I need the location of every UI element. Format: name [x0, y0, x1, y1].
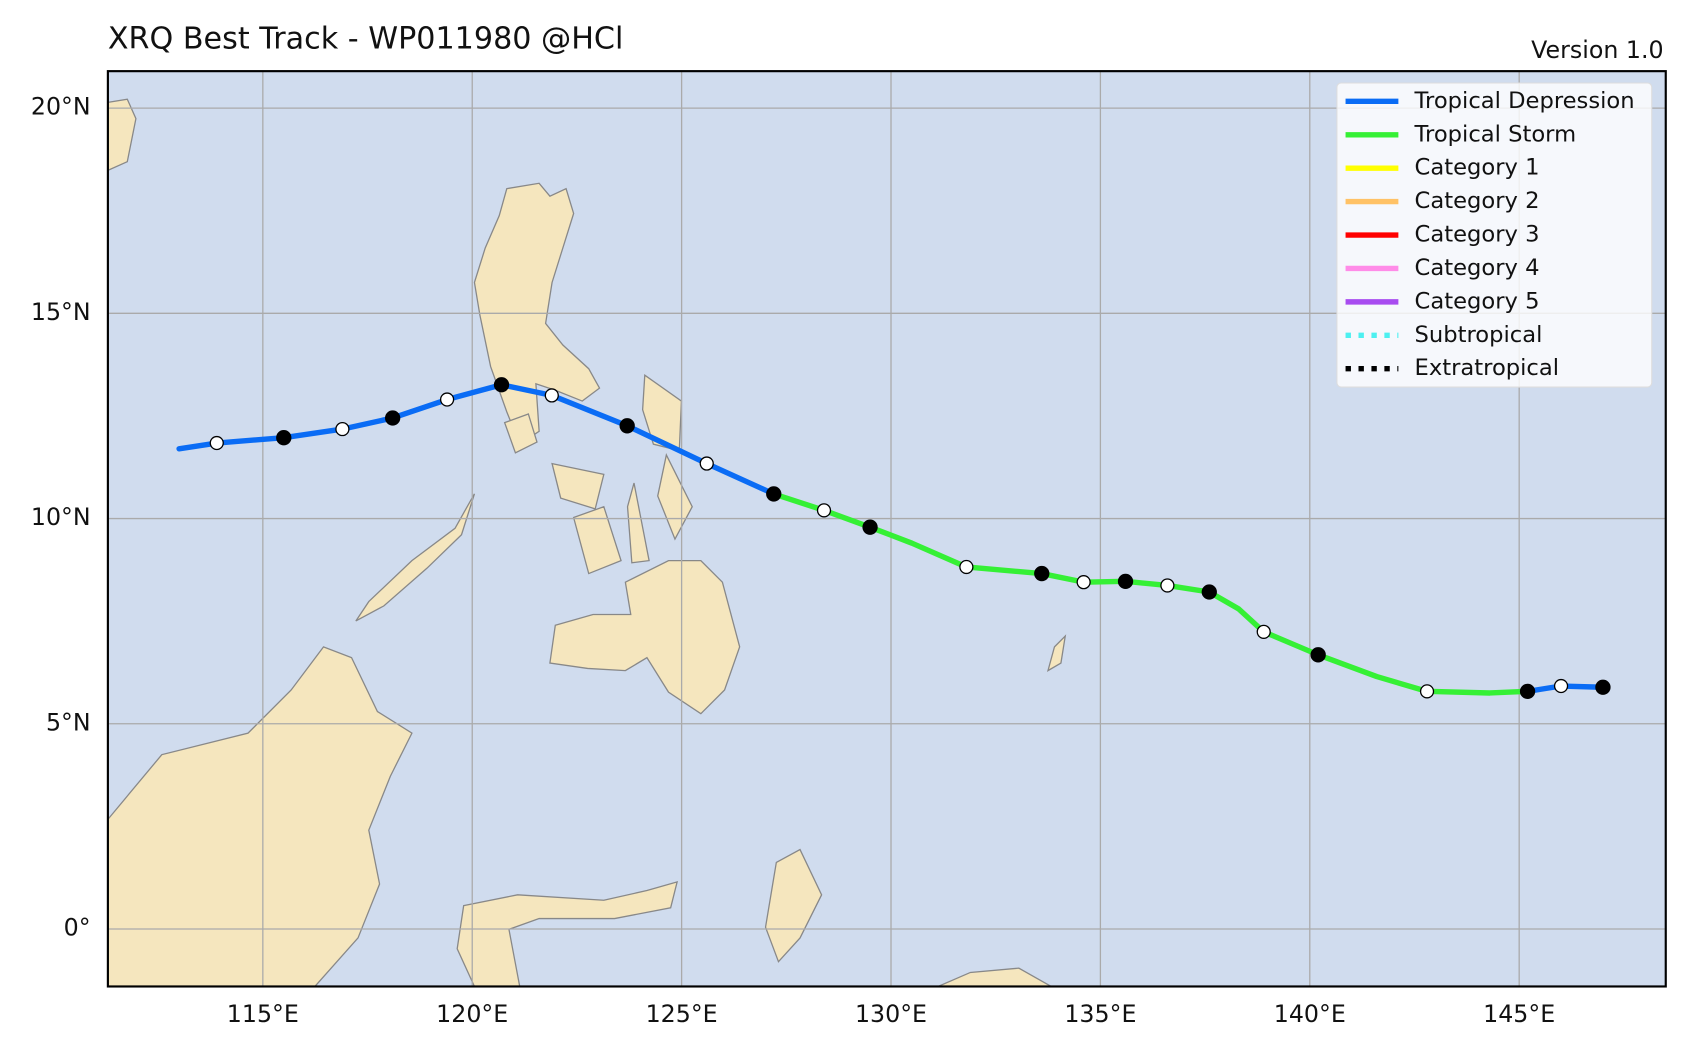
- track-point: [862, 519, 878, 535]
- taiwan: [107, 98, 137, 172]
- halmahera: [764, 848, 823, 963]
- track-point: [766, 486, 782, 502]
- legend-label: Category 5: [1415, 288, 1540, 314]
- track-point: [699, 456, 714, 471]
- track-point: [1310, 647, 1326, 663]
- track-point: [816, 503, 832, 518]
- track-point: [1076, 575, 1091, 590]
- x-tick-label: 120°E: [436, 1000, 508, 1028]
- track-point: [1519, 683, 1536, 700]
- legend-label: Tropical Depression: [1414, 88, 1635, 114]
- track-layer: [176, 377, 1611, 700]
- legend-label: Category 4: [1415, 255, 1540, 281]
- track-point: [1256, 624, 1271, 639]
- mindoro: [503, 413, 538, 454]
- legend-label: Subtropical: [1415, 322, 1543, 348]
- legend: Tropical Depression Tropical Storm Categor…: [1336, 82, 1653, 388]
- track-point: [335, 421, 350, 437]
- x-tick-label: 145°E: [1483, 1000, 1555, 1028]
- track-point: [1595, 679, 1611, 695]
- track-point: [1034, 565, 1050, 582]
- track-point: [209, 435, 224, 451]
- y-tick-label: 0°: [64, 914, 91, 942]
- legend-label: Category 3: [1415, 222, 1540, 248]
- sulawesi: [456, 880, 679, 987]
- track-point: [439, 392, 455, 407]
- track-point: [1419, 684, 1435, 699]
- palau: [1046, 634, 1067, 672]
- x-tick-label: 125°E: [646, 1000, 718, 1028]
- samar: [641, 373, 683, 452]
- map-title: XRQ Best Track - WP011980 @HCl: [108, 21, 624, 56]
- x-tick-label: 130°E: [855, 1000, 927, 1028]
- y-tick-label: 10°N: [31, 503, 91, 531]
- mindanao: [549, 559, 741, 715]
- track-point: [1553, 678, 1569, 694]
- track-point: [1160, 578, 1175, 593]
- track-point: [1201, 584, 1217, 600]
- track-point: [385, 410, 401, 426]
- track-point: [493, 377, 510, 393]
- panay: [551, 462, 605, 510]
- y-tick-label: 15°N: [31, 298, 91, 326]
- track-point: [619, 418, 635, 434]
- legend-label: Category 1: [1415, 155, 1540, 181]
- x-tick-label: 135°E: [1064, 1000, 1136, 1028]
- cebu: [626, 482, 650, 564]
- track-point: [544, 388, 559, 403]
- map-frame: [106, 70, 1667, 988]
- version-label: Version 1.0: [1531, 36, 1663, 64]
- palawan: [355, 493, 476, 622]
- legend-box: [1336, 82, 1653, 388]
- y-tick-label: 5°N: [46, 708, 91, 736]
- new-guinea: [937, 967, 1053, 987]
- x-tick-label: 140°E: [1274, 1000, 1346, 1028]
- track-point: [276, 430, 292, 446]
- legend-label: Tropical Storm: [1414, 121, 1577, 147]
- negros: [572, 505, 622, 575]
- y-tick-label: 20°N: [31, 93, 91, 121]
- legend-label: Category 2: [1415, 188, 1540, 214]
- track-point: [1117, 573, 1134, 590]
- track-point: [959, 559, 974, 575]
- legend-label: Extratropical: [1415, 355, 1559, 381]
- x-tick-label: 115°E: [227, 1000, 299, 1028]
